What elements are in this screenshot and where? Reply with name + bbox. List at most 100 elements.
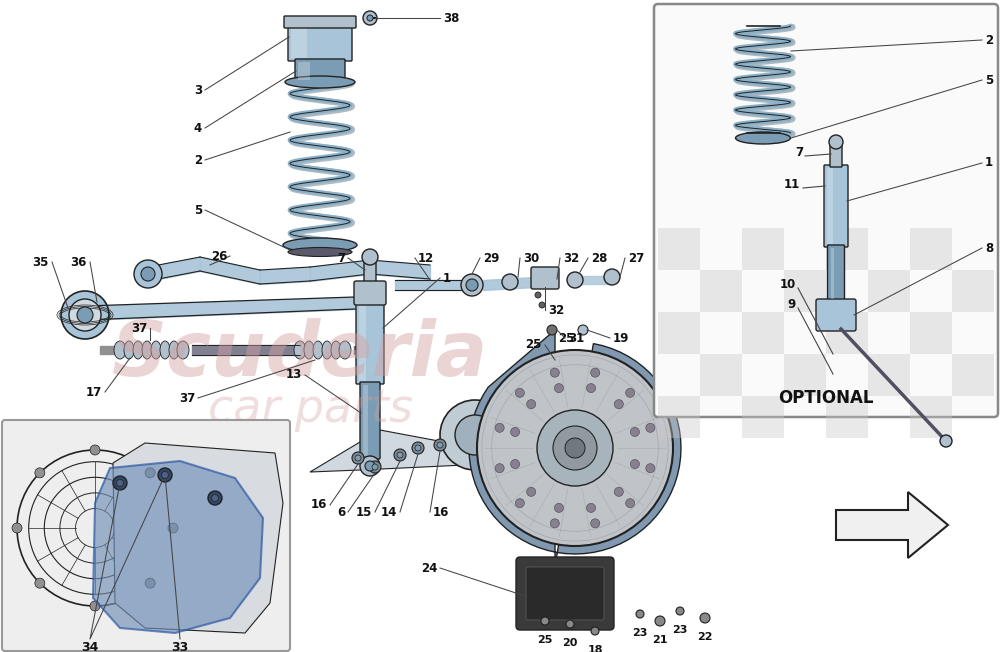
Text: Scuderia: Scuderia (112, 318, 488, 392)
Circle shape (587, 383, 596, 393)
Text: 15: 15 (356, 505, 372, 518)
Ellipse shape (322, 341, 332, 359)
Bar (826, 228, 868, 270)
Text: 32: 32 (563, 252, 579, 265)
Circle shape (527, 400, 536, 409)
Circle shape (940, 435, 952, 447)
Text: 27: 27 (628, 252, 644, 265)
Circle shape (362, 249, 378, 265)
Circle shape (614, 487, 623, 496)
Text: 16: 16 (311, 499, 327, 512)
Circle shape (372, 464, 378, 470)
Text: 9: 9 (788, 298, 796, 311)
Circle shape (527, 487, 536, 496)
Text: 17: 17 (86, 385, 102, 398)
Circle shape (116, 479, 124, 486)
Text: 23: 23 (632, 628, 648, 638)
Circle shape (614, 400, 623, 409)
Text: 5: 5 (194, 203, 202, 216)
Text: 35: 35 (33, 256, 49, 269)
Text: 25: 25 (526, 338, 542, 351)
Text: 7: 7 (795, 146, 803, 159)
Circle shape (511, 428, 520, 436)
Ellipse shape (339, 341, 351, 359)
Circle shape (626, 389, 635, 397)
Circle shape (535, 292, 541, 298)
FancyBboxPatch shape (284, 16, 356, 28)
Ellipse shape (736, 132, 790, 144)
Circle shape (676, 607, 684, 615)
Text: 19: 19 (613, 331, 629, 344)
FancyBboxPatch shape (516, 557, 614, 630)
Text: 22: 22 (697, 632, 713, 642)
Ellipse shape (160, 341, 170, 359)
Bar (910, 228, 952, 270)
Circle shape (547, 325, 557, 335)
Circle shape (587, 503, 596, 512)
Text: 37: 37 (131, 321, 147, 334)
Circle shape (394, 449, 406, 461)
Text: 21: 21 (652, 635, 668, 645)
FancyBboxPatch shape (2, 420, 290, 651)
Circle shape (495, 464, 504, 473)
Circle shape (537, 410, 613, 486)
Text: 29: 29 (483, 252, 499, 265)
Text: 28: 28 (591, 252, 607, 265)
Circle shape (162, 471, 168, 479)
Bar (658, 312, 700, 354)
Circle shape (591, 519, 600, 528)
Ellipse shape (285, 76, 355, 88)
Circle shape (495, 423, 504, 432)
Text: 34: 34 (81, 641, 99, 652)
Text: 26: 26 (211, 250, 227, 263)
FancyBboxPatch shape (816, 299, 856, 331)
Text: 20: 20 (562, 638, 578, 648)
FancyBboxPatch shape (531, 267, 559, 289)
Bar (658, 228, 700, 270)
Text: 38: 38 (443, 12, 459, 25)
Circle shape (208, 491, 222, 505)
Circle shape (655, 616, 665, 626)
Bar (784, 354, 826, 396)
Bar (910, 396, 952, 438)
Polygon shape (836, 492, 948, 558)
FancyBboxPatch shape (295, 59, 345, 83)
Circle shape (502, 274, 518, 290)
Ellipse shape (313, 341, 323, 359)
Circle shape (437, 442, 443, 448)
FancyBboxPatch shape (288, 21, 352, 61)
Bar (868, 354, 910, 396)
Circle shape (566, 620, 574, 628)
Text: 13: 13 (286, 368, 302, 381)
Circle shape (477, 350, 673, 546)
Bar (784, 270, 826, 312)
Bar (658, 396, 700, 438)
Circle shape (646, 423, 655, 432)
Circle shape (35, 468, 45, 478)
Ellipse shape (169, 341, 179, 359)
Text: OPTIONAL: OPTIONAL (778, 389, 874, 407)
FancyBboxPatch shape (354, 281, 386, 305)
Text: 3: 3 (194, 83, 202, 96)
Circle shape (212, 494, 218, 501)
Text: 36: 36 (71, 256, 87, 269)
Circle shape (511, 460, 520, 469)
Circle shape (69, 299, 101, 331)
Text: 33: 33 (171, 641, 189, 652)
Ellipse shape (151, 341, 161, 359)
Ellipse shape (294, 341, 306, 359)
Circle shape (355, 455, 361, 461)
Circle shape (541, 617, 549, 625)
Circle shape (365, 461, 375, 471)
Bar (827, 168, 832, 244)
Circle shape (646, 464, 655, 473)
Text: 1: 1 (443, 271, 451, 284)
Ellipse shape (304, 341, 314, 359)
Text: 4: 4 (194, 121, 202, 134)
Bar (826, 312, 868, 354)
Circle shape (141, 267, 155, 281)
Circle shape (90, 601, 100, 611)
Circle shape (630, 428, 639, 436)
Bar (952, 270, 994, 312)
Text: 12: 12 (418, 252, 434, 265)
